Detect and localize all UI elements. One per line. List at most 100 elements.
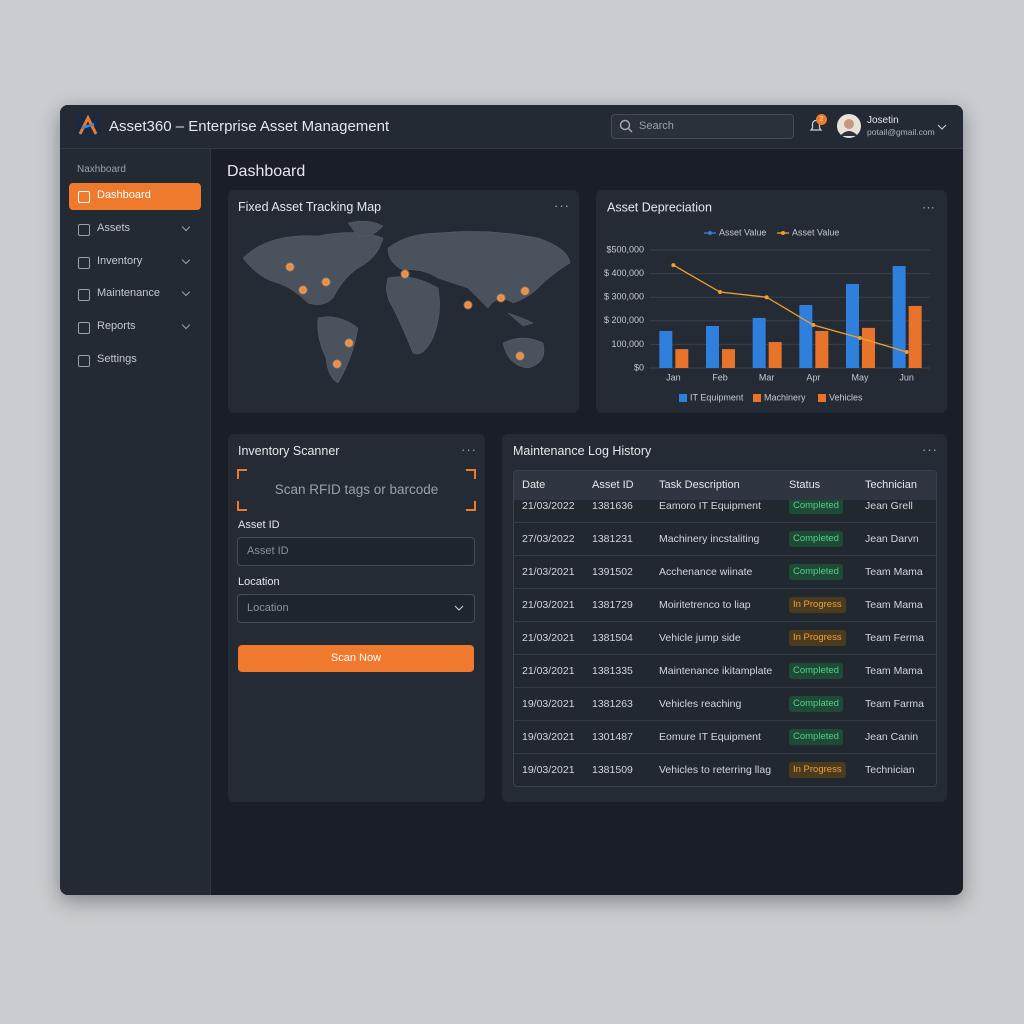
table-cell: Team Mama <box>865 599 923 611</box>
x-tick-label: Feb <box>712 372 728 382</box>
column-header: Status <box>789 479 821 491</box>
row-divider <box>514 654 936 655</box>
legend-swatch-dot <box>781 231 785 235</box>
user-email: potail@gmail.com <box>867 127 935 137</box>
search-box[interactable] <box>611 114 794 139</box>
y-tick-label: $500,000 <box>606 244 644 254</box>
location-placeholder: Location <box>247 602 289 614</box>
y-tick-label: $ 400,000 <box>604 268 644 278</box>
table-cell: Eomure IT Equipment <box>659 731 761 743</box>
nav-item[interactable]: Inventory <box>97 254 143 267</box>
scanner-menu[interactable]: ··· <box>461 442 477 457</box>
bar <box>799 304 813 368</box>
table-cell: 27/03/2022 <box>522 533 575 545</box>
table-cell: 1381335 <box>592 665 633 677</box>
table-cell: 21/03/2022 <box>522 500 575 512</box>
line-point <box>764 295 769 300</box>
status-pill: Completed <box>789 498 843 514</box>
table-cell: 1381504 <box>592 632 633 644</box>
status-pill: In Progress <box>789 630 846 646</box>
bar <box>706 325 719 368</box>
table-cell: Vehicle jump side <box>659 632 741 644</box>
table-cell: 21/03/2021 <box>522 566 575 578</box>
table-cell: 1381729 <box>592 599 633 611</box>
bar <box>722 349 735 368</box>
nav-item[interactable]: Reports <box>97 320 136 333</box>
logo <box>76 114 100 138</box>
table-cell: 21/03/2021 <box>522 632 575 644</box>
table-header <box>514 471 936 500</box>
y-tick-label: $0 <box>634 362 644 372</box>
row-divider <box>514 621 936 622</box>
table-cell: 1381636 <box>592 500 633 512</box>
table-cell: Technician <box>865 764 915 776</box>
table-cell: Team Mama <box>865 665 923 677</box>
table-cell: Team Ferma <box>865 632 924 644</box>
table-cell: Vehicles to reterring llag <box>659 764 772 776</box>
map-title: Fixed Asset Tracking Map <box>238 200 382 214</box>
nav-icon <box>78 355 90 367</box>
table-cell: 19/03/2021 <box>522 698 575 710</box>
user-menu-chevron[interactable] <box>937 123 947 131</box>
table-cell: Machinery incstaliting <box>659 533 760 545</box>
app-title: Asset360 – Enterprise Asset Management <box>109 118 390 135</box>
chart-menu[interactable]: ··· <box>922 199 935 214</box>
row-divider <box>514 588 936 589</box>
table-cell: Vehicles reaching <box>659 698 742 710</box>
map-menu[interactable]: ··· <box>554 198 570 213</box>
bar <box>908 305 922 368</box>
table-cell: Eamoro IT Equipment <box>659 500 761 512</box>
legend-swatch <box>753 394 761 402</box>
nav-item[interactable]: Settings <box>97 353 137 365</box>
nav-item[interactable]: Assets <box>97 221 131 234</box>
row-divider <box>514 555 936 556</box>
line-point <box>811 323 816 328</box>
nav-icon <box>78 191 90 203</box>
table-cell: Team Farma <box>865 698 924 710</box>
asset-id-input[interactable] <box>237 537 475 566</box>
status-pill: In Progress <box>789 597 846 613</box>
nav-icon <box>78 289 90 302</box>
avatar[interactable] <box>837 114 861 138</box>
chart-title: Asset Depreciation <box>607 200 712 214</box>
legend-label: Machinery <box>764 392 806 402</box>
select-chevron <box>454 605 464 611</box>
legend-label: Asset Value <box>792 227 839 237</box>
table-cell: 1301487 <box>592 731 633 743</box>
nav-icon <box>78 223 90 236</box>
table-cell: Team Mama <box>865 566 923 578</box>
legend-label: IT Equipment <box>690 392 744 402</box>
table-cell: Moiritetrenco to liap <box>659 599 751 611</box>
x-tick-label: May <box>851 372 869 382</box>
bar <box>752 317 766 368</box>
nav-icon <box>78 256 90 269</box>
scan-button[interactable]: Scan Now <box>238 645 474 672</box>
asset-id-placeholder: Asset ID <box>247 545 289 557</box>
legend-label: Asset Value <box>719 227 766 237</box>
nav-item[interactable]: Dashboard <box>97 189 151 201</box>
row-divider <box>514 753 936 754</box>
maintenance-table: Date Asset ID Task Description Status Techni… <box>513 470 937 787</box>
maintenance-menu[interactable]: ··· <box>922 442 938 457</box>
line <box>673 264 907 353</box>
chart-card <box>596 190 947 413</box>
location-label: Location <box>238 576 280 588</box>
column-header: Date <box>522 479 546 491</box>
status-pill: In Progress <box>789 762 846 778</box>
maintenance-title: Maintenance Log History <box>513 444 652 458</box>
location-select[interactable] <box>237 594 475 623</box>
bar <box>846 283 859 368</box>
legend-swatch <box>679 394 687 402</box>
x-tick-label: Apr <box>806 372 820 382</box>
world-map <box>242 220 571 384</box>
bar <box>675 349 689 368</box>
asset-id-label: Asset ID <box>238 519 280 531</box>
search-icon <box>619 119 633 133</box>
depreciation-chart: Asset Depreciation ··· $0 100,000 $ 200,00… <box>604 199 935 402</box>
scan-prompt: Scan RFID tags or barcode <box>274 482 439 497</box>
line-point <box>858 336 862 341</box>
nav-item[interactable]: Maintenance <box>97 287 160 300</box>
status-pill: Completed <box>789 531 843 547</box>
x-tick-label: Jan <box>666 372 681 382</box>
legend-label: Vehicles <box>829 392 863 402</box>
